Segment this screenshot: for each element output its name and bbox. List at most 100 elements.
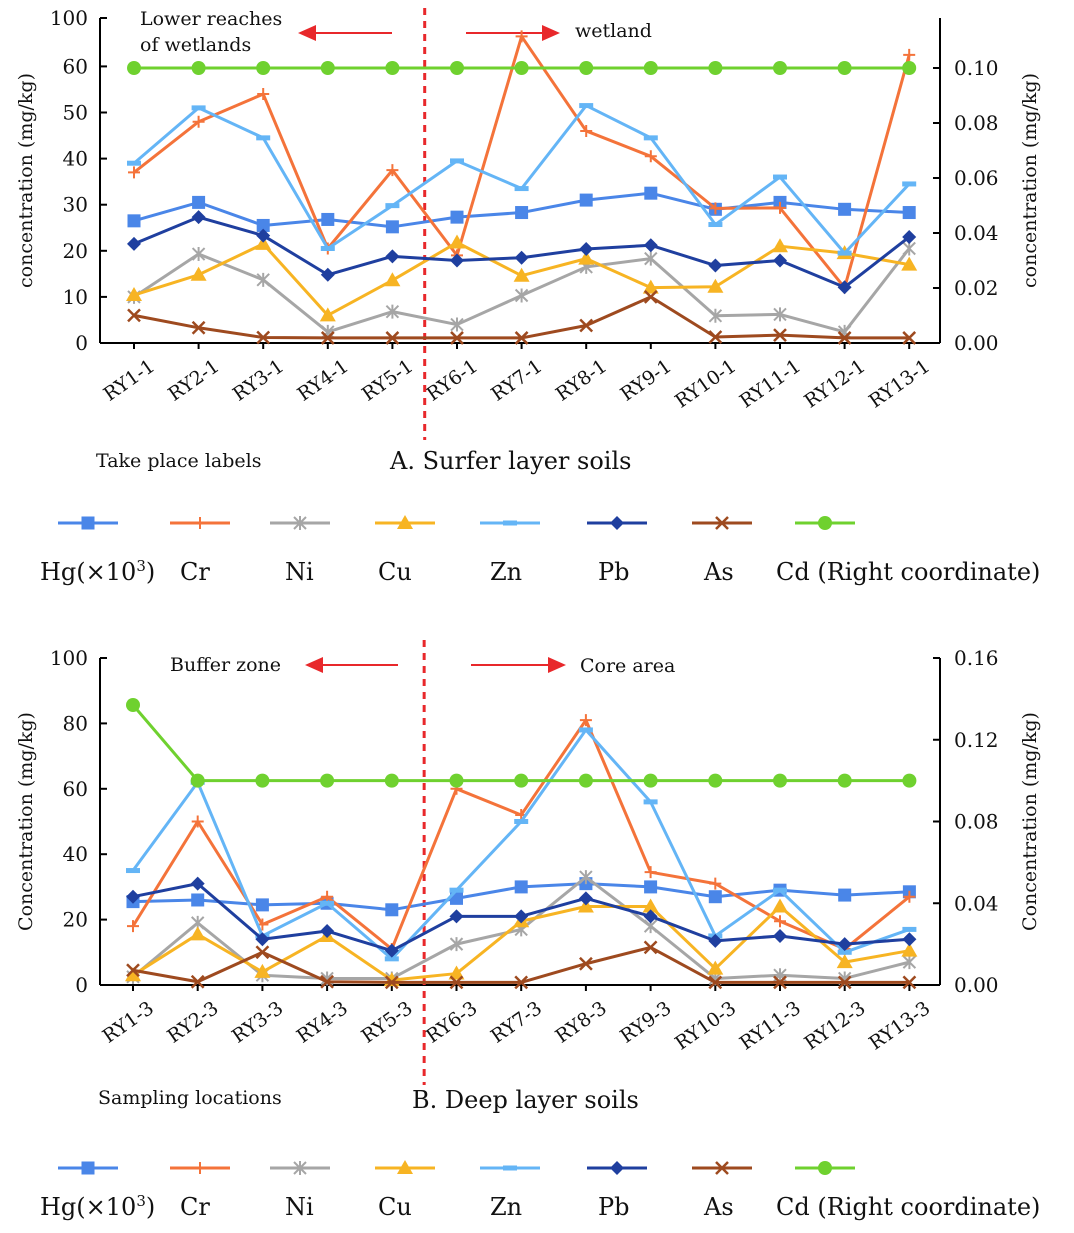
series-hg-point	[192, 195, 206, 209]
series-cd-point	[902, 61, 917, 75]
series-cu-point-shape	[449, 234, 465, 249]
series-pb-point-shape	[514, 250, 529, 265]
right-zone-arrow-head	[548, 657, 566, 673]
series-cu-point	[449, 234, 465, 249]
series-pb-point-shape	[837, 280, 852, 295]
series-hg-point-shape	[321, 212, 335, 226]
series-cd-point-shape	[902, 61, 917, 75]
series-cr-point-shape	[257, 88, 270, 101]
chart-title: B. Deep layer soils	[412, 1086, 639, 1114]
series-cr-point	[515, 30, 528, 43]
series-pb-point	[126, 889, 140, 904]
series-pb-point-shape	[902, 229, 917, 244]
legend-label: Hg(×103)	[40, 557, 155, 586]
series-ni-point-shape	[708, 308, 723, 323]
series-pb-point	[514, 909, 529, 924]
series-hg-point	[902, 206, 916, 220]
right-tick-label: 0.10	[954, 56, 999, 80]
series-zn-point-shape	[127, 160, 141, 166]
series-hg	[127, 186, 916, 234]
series-pb-point-shape	[643, 238, 658, 253]
chart-title: A. Surfer layer soils	[389, 447, 631, 475]
series-zn-point-shape	[578, 727, 593, 733]
series-cd-point-shape	[514, 61, 529, 75]
category-label: RY11-3	[736, 997, 805, 1055]
series-hg-point	[255, 898, 269, 912]
legend-marker	[194, 517, 206, 529]
series-as-point	[320, 331, 335, 345]
series-ni-point	[708, 308, 723, 323]
legend-marker	[397, 1160, 413, 1174]
series-ni-point-shape	[902, 955, 917, 970]
series-cd-point	[255, 773, 270, 788]
series-pb-point	[837, 937, 852, 952]
series-as-point-shape	[514, 975, 529, 990]
series-zn-point	[384, 956, 399, 962]
series-cr-point	[644, 150, 657, 163]
series-as-point	[902, 331, 917, 345]
series-zn-point-shape	[320, 900, 335, 906]
series-pb-point-shape	[126, 889, 140, 904]
series-cu-point-shape	[578, 250, 595, 265]
series-cd-point-shape	[320, 773, 335, 788]
series-pb-point	[256, 228, 271, 243]
series-zn-point	[579, 103, 594, 109]
series-cr-point-shape	[128, 166, 140, 179]
series-zn-point	[320, 245, 335, 251]
series-cd-line	[131, 704, 910, 783]
series-ni-point	[256, 272, 270, 287]
legend-marker	[610, 516, 624, 530]
right-tick-label: 0.16	[954, 646, 999, 670]
series-cd-point-shape	[643, 61, 658, 75]
series-pb-point	[320, 924, 335, 939]
legend-marker-shape	[194, 517, 206, 529]
left-tick-label: 0	[75, 973, 88, 997]
legend-marker	[610, 1161, 624, 1175]
series-pb-point	[708, 933, 723, 948]
series-cr-point	[580, 124, 593, 137]
series-cd-point	[190, 773, 205, 788]
left-tick-label: 0	[75, 331, 88, 355]
legend-marker	[503, 520, 517, 526]
legend-marker	[397, 515, 413, 529]
series-pb-point-shape	[579, 241, 594, 256]
series-hg-point	[321, 212, 335, 226]
series-cd-point-shape	[579, 61, 594, 75]
legend-marker-shape	[818, 1161, 832, 1175]
series-hg-point	[838, 888, 852, 902]
series-cu-point	[190, 266, 207, 281]
series-cd-point-shape	[126, 698, 140, 713]
series-cu-point	[126, 287, 142, 302]
series-cr-point	[127, 920, 139, 933]
series-cr-point-shape	[709, 202, 722, 215]
series-zn-point	[773, 887, 787, 893]
series-as-point-shape	[449, 975, 464, 990]
series-zn-point-shape	[643, 135, 658, 141]
series-cd-point	[643, 61, 658, 75]
legend-marker	[194, 1162, 206, 1174]
series-pb-point	[320, 267, 335, 282]
series-as-point	[773, 328, 787, 343]
category-label: RY2-3	[163, 997, 222, 1048]
series-pb-point-shape	[902, 932, 917, 947]
category-label: RY9-3	[616, 997, 675, 1048]
series-cr-point-shape	[321, 890, 334, 903]
series-ni-point-shape	[385, 304, 400, 319]
series-cd-point	[708, 61, 723, 75]
series-cr-point	[386, 164, 399, 177]
legend-label: Cu	[378, 558, 412, 586]
series-cu-point-shape	[126, 287, 142, 302]
series-cd-point	[708, 773, 723, 788]
series-hg-point	[644, 880, 658, 894]
series-as-point-shape	[837, 975, 852, 990]
series-cr-point-shape	[774, 201, 786, 214]
series-as-point	[708, 975, 723, 990]
series-cd-point	[450, 61, 464, 75]
series-pb	[127, 210, 917, 295]
series-cr-point	[644, 866, 657, 879]
series-zn-point	[256, 135, 271, 141]
series-as-point	[449, 975, 464, 990]
category-label: RY8-1	[552, 355, 611, 406]
series-cu-point	[125, 967, 141, 982]
